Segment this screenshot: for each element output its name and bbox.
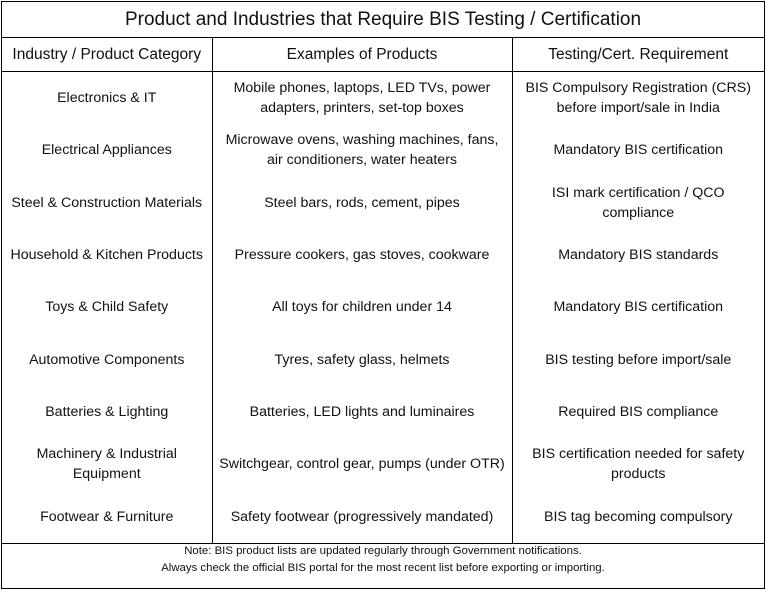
requirement-cell: Required BIS compliance bbox=[511, 385, 764, 439]
table-row: Electrical Appliances Microwave ovens, w… bbox=[2, 124, 764, 177]
examples-cell: Switchgear, control gear, pumps (under O… bbox=[211, 438, 512, 491]
industry-cell: Footwear & Furniture bbox=[2, 490, 212, 544]
requirement-cell: Mandatory BIS standards bbox=[511, 228, 764, 282]
requirement-cell: ISI mark certification / QCO compliance bbox=[511, 176, 764, 229]
table-row: Batteries & Lighting Batteries, LED ligh… bbox=[2, 385, 764, 439]
footnote: Note: BIS product lists are updated regu… bbox=[2, 543, 764, 577]
examples-cell: Safety footwear (progressively mandated) bbox=[211, 490, 512, 544]
industry-cell: Machinery & Industrial Equipment bbox=[36, 446, 177, 483]
examples-cell: Mobile phones, laptops, LED TVs, power a… bbox=[211, 71, 512, 125]
requirement-cell: BIS tag becoming compulsory bbox=[511, 490, 764, 544]
requirement-cell: BIS Compulsory Registration (CRS) before… bbox=[511, 71, 764, 125]
footnote-line-2: Always check the official BIS portal for… bbox=[161, 562, 605, 574]
examples-cell: Batteries, LED lights and luminaires bbox=[211, 385, 512, 439]
table-row: Machinery & Industrial Equipment Switchg… bbox=[2, 438, 764, 491]
table-row: Steel & Construction Materials Steel bar… bbox=[2, 176, 764, 229]
requirement-cell: BIS testing before import/sale bbox=[511, 333, 764, 386]
examples-cell: Tyres, safety glass, helmets bbox=[211, 333, 512, 386]
examples-cell: Steel bars, rods, cement, pipes bbox=[211, 176, 512, 229]
table-row: Automotive Components Tyres, safety glas… bbox=[2, 333, 764, 386]
table-title: Product and Industries that Require BIS … bbox=[2, 2, 764, 38]
industry-cell: Steel & Construction Materials bbox=[11, 194, 203, 211]
header-row: Industry / Product Category Examples of … bbox=[2, 38, 764, 72]
industry-cell: Household & Kitchen Products bbox=[10, 247, 203, 264]
table-row: Household & Kitchen Products Pressure co… bbox=[2, 228, 764, 282]
examples-cell: All toys for children under 14 bbox=[211, 281, 512, 334]
industry-cell: Toys & Child Safety bbox=[45, 299, 169, 316]
footnote-line-1: Note: BIS product lists are updated regu… bbox=[184, 545, 582, 557]
bis-requirements-table: Industry / Product Category Examples of … bbox=[2, 38, 764, 544]
header-requirement: Testing/Cert. Requirement bbox=[511, 38, 764, 72]
table-row: Electronics & IT Mobile phones, laptops,… bbox=[2, 71, 764, 125]
header-examples: Examples of Products bbox=[211, 38, 512, 72]
table-row: Footwear & Furniture Safety footwear (pr… bbox=[2, 490, 764, 544]
requirement-cell: Mandatory BIS certification bbox=[511, 281, 764, 334]
industry-cell: Electronics & IT bbox=[57, 90, 157, 107]
requirement-cell: BIS certification needed for safety prod… bbox=[511, 438, 764, 491]
industry-cell: Electrical Appliances bbox=[41, 142, 172, 159]
examples-cell: Pressure cookers, gas stoves, cookware bbox=[211, 228, 512, 282]
industry-cell: Batteries & Lighting bbox=[45, 403, 169, 420]
industry-cell: Automotive Components bbox=[29, 351, 185, 368]
header-industry: Industry / Product Category bbox=[2, 38, 212, 72]
examples-cell: Microwave ovens, washing machines, fans,… bbox=[211, 124, 512, 177]
requirement-cell: Mandatory BIS certification bbox=[511, 124, 764, 177]
table-row: Toys & Child Safety All toys for childre… bbox=[2, 281, 764, 334]
